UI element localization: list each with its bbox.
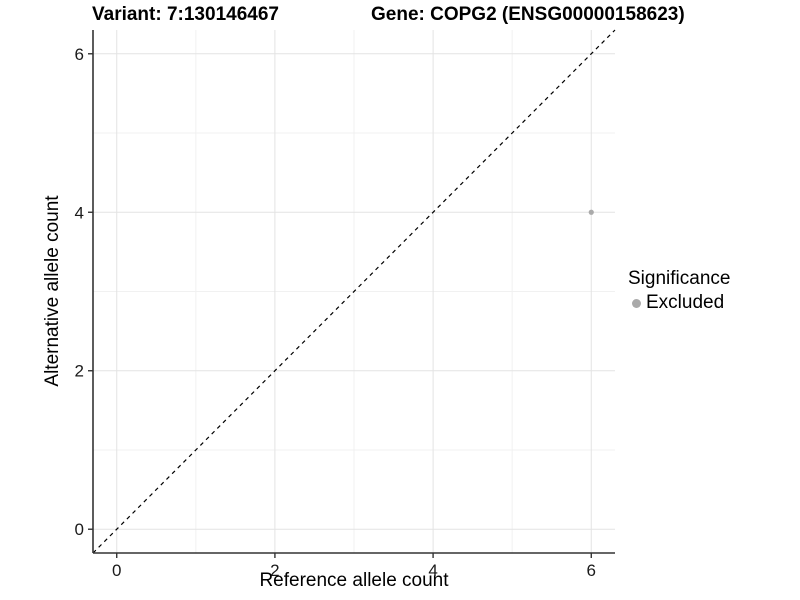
- y-tick-label: 0: [75, 520, 84, 539]
- legend-entry-excluded: Excluded: [628, 292, 730, 314]
- legend-title: Significance: [628, 268, 731, 289]
- legend: Significance Excluded: [628, 268, 730, 314]
- plot-title-variant: Variant: 7:130146467: [92, 4, 279, 25]
- x-tick-label: 2: [270, 561, 279, 580]
- excluded-point-icon: [632, 298, 641, 308]
- y-tick-label: 2: [75, 362, 84, 381]
- x-tick-label: 4: [428, 561, 437, 580]
- identity-dashed-line: [92, 29, 616, 554]
- y-axis-title: Alternative allele count: [42, 195, 63, 387]
- x-axis-title: Reference allele count: [259, 570, 449, 591]
- data-point-excluded: [588, 209, 594, 215]
- plot-title-gene: Gene: COPG2 (ENSG00000158623): [371, 4, 685, 25]
- x-tick-label: 0: [112, 561, 121, 580]
- y-tick-label: 6: [75, 45, 84, 64]
- legend-entry-label: Excluded: [646, 292, 725, 313]
- y-tick-label: 4: [75, 203, 84, 222]
- x-tick-label: 6: [587, 561, 596, 580]
